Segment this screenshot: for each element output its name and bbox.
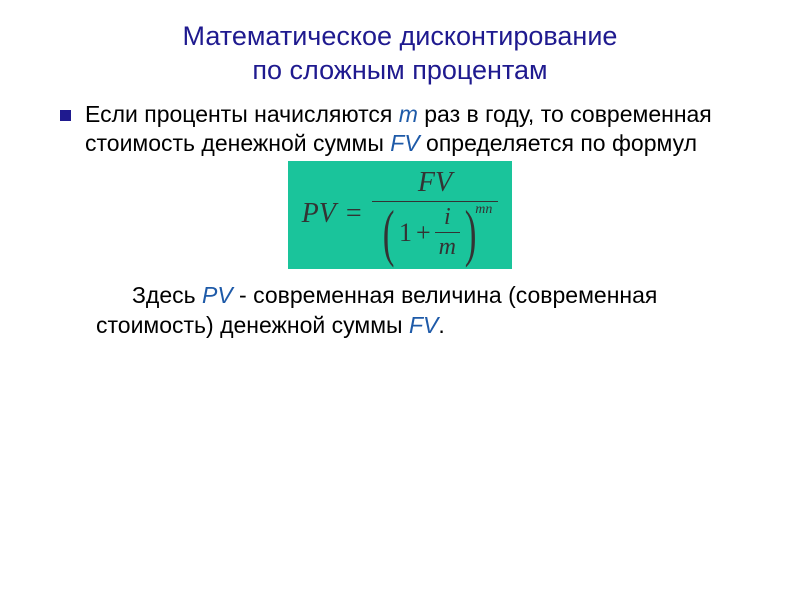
formula-exponent: mn xyxy=(475,202,492,218)
bullet-paragraph-1: Если проценты начисляются m раз в году, … xyxy=(60,100,750,160)
left-paren: ( xyxy=(382,209,394,257)
formula-equation: PV = FV ( 1 + i m xyxy=(302,167,499,261)
formula-one: 1 xyxy=(399,218,412,248)
bullet-icon xyxy=(60,110,71,121)
formula-box: PV = FV ( 1 + i m xyxy=(288,161,513,269)
formula-inner-den: m xyxy=(435,232,460,261)
formula-main-fraction: FV ( 1 + i m ) xyxy=(372,167,499,261)
paragraph-2-text: Здесь PV - современная величина (совреме… xyxy=(96,281,720,341)
formula-inner-num: i xyxy=(440,204,455,232)
formula-denominator: ( 1 + i m ) mn xyxy=(372,201,499,261)
formula-container: PV = FV ( 1 + i m xyxy=(50,161,750,269)
p1-seg1: Если проценты начисляются xyxy=(85,101,399,127)
formula-numerator: FV xyxy=(412,167,458,201)
var-fv-2: FV xyxy=(409,312,438,338)
formula-inner-sum: 1 + i m xyxy=(399,204,460,261)
formula-plus: + xyxy=(416,218,431,248)
formula-inner-frac: i m xyxy=(435,204,460,261)
p2-period: . xyxy=(438,312,444,338)
p1-seg3: определяется по формул xyxy=(420,130,697,156)
p2-seg1: Здесь xyxy=(132,282,202,308)
slide-container: Математическое дисконтирование по сложны… xyxy=(0,0,800,600)
formula-denom-group: ( 1 + i m ) mn xyxy=(378,204,493,261)
formula-lhs: PV xyxy=(302,198,336,230)
title-line-2: по сложным процентам xyxy=(252,55,547,85)
var-m: m xyxy=(399,101,418,127)
formula-equals: = xyxy=(344,198,364,230)
slide-title: Математическое дисконтирование по сложны… xyxy=(50,20,750,88)
var-fv-1: FV xyxy=(390,130,419,156)
right-paren: ) xyxy=(465,209,477,257)
var-pv: PV xyxy=(202,282,233,308)
paragraph-1-text: Если проценты начисляются m раз в году, … xyxy=(85,100,750,160)
title-line-1: Математическое дисконтирование xyxy=(183,21,618,51)
